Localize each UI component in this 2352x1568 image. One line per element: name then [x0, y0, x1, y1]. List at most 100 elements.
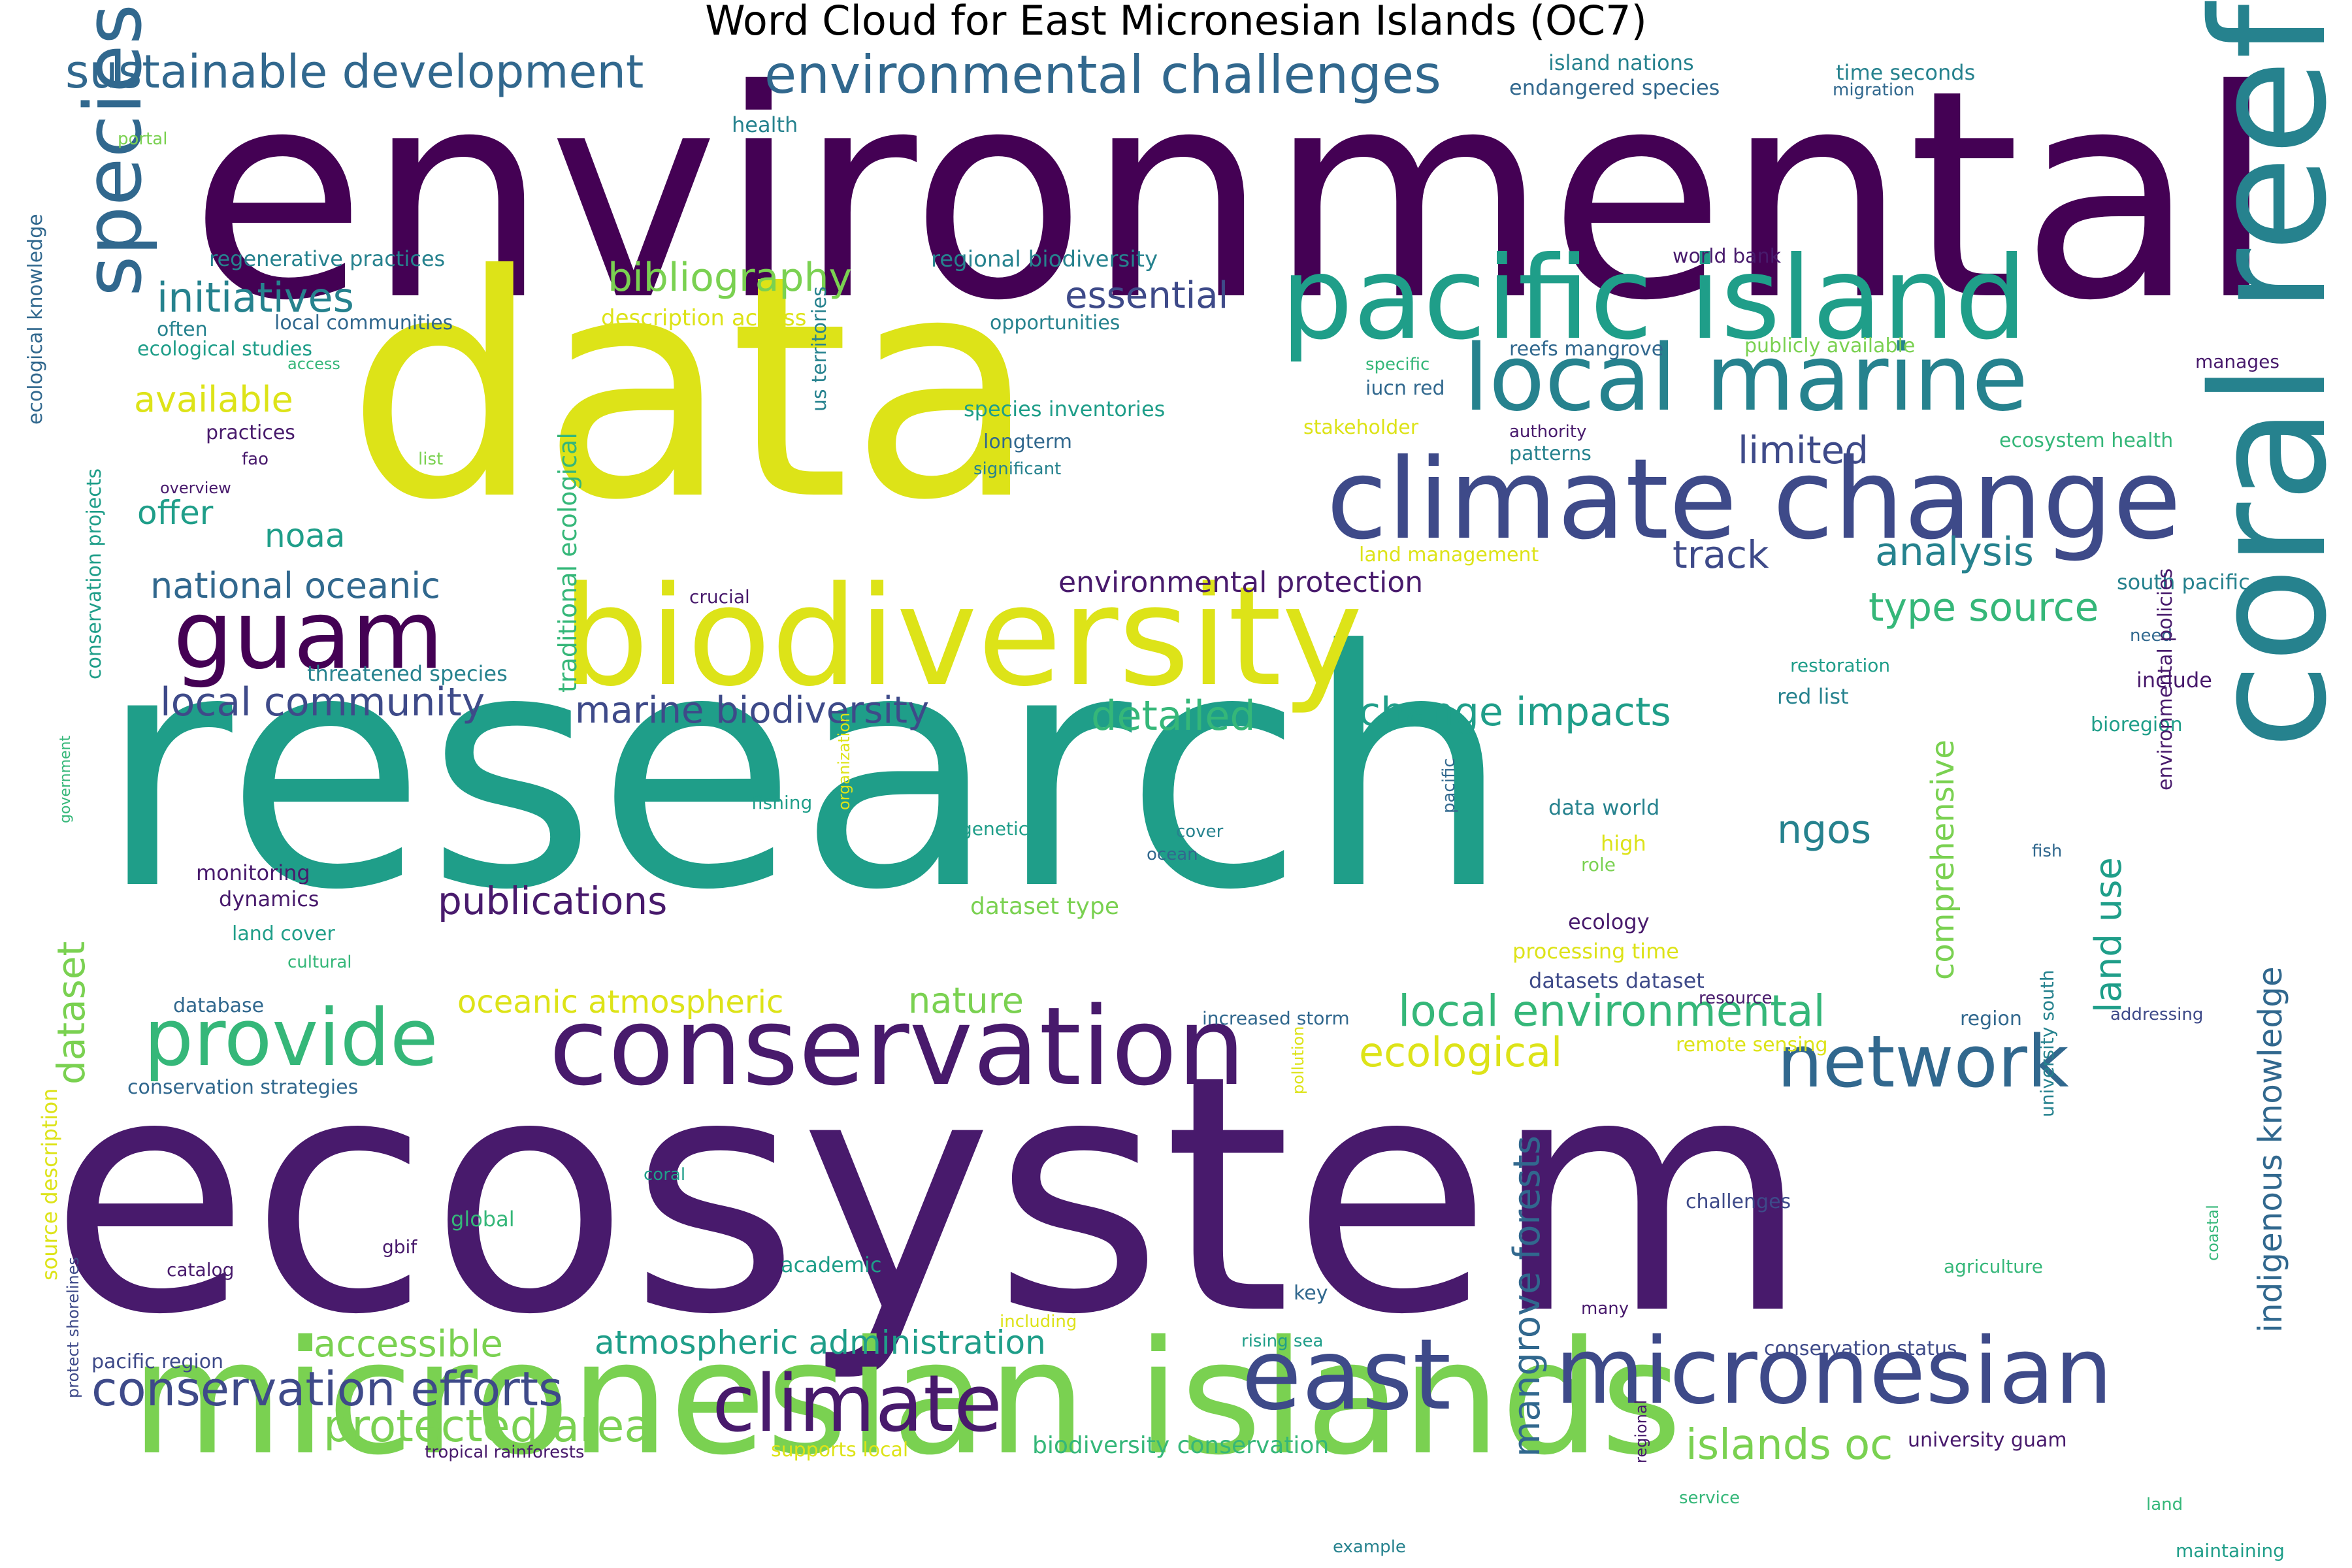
cloud-word: biodiversity — [562, 557, 1363, 717]
cloud-word: include — [2136, 668, 2212, 693]
cloud-word: pacific — [1439, 758, 1459, 813]
cloud-word: environmental challenges — [764, 44, 1441, 105]
cloud-word: database — [173, 994, 265, 1017]
cloud-word: dataset type — [970, 893, 1119, 920]
cloud-word: service — [1679, 1488, 1740, 1508]
cloud-word: agriculture — [1944, 1256, 2043, 1277]
cloud-word: monitoring — [196, 860, 310, 885]
cloud-word: threatened species — [307, 661, 508, 686]
cloud-word: land — [2146, 1495, 2183, 1514]
cloud-word: migration — [1833, 80, 1915, 100]
cloud-word: fao — [242, 449, 269, 469]
cloud-word: source description — [37, 1088, 62, 1281]
cloud-word: detailed — [1091, 692, 1256, 740]
cloud-word: climate — [712, 1359, 1002, 1450]
cloud-word: local environmental — [1398, 986, 1825, 1036]
cloud-word: university guam — [1908, 1429, 2067, 1452]
cloud-word: practices — [206, 421, 295, 444]
cloud-word: opportunities — [990, 312, 1120, 335]
cloud-word: ecology — [1568, 909, 1650, 934]
cloud-word: micronesian — [1555, 1318, 2113, 1425]
cloud-word: stakeholder — [1303, 416, 1419, 439]
cloud-word: specific — [1365, 355, 1430, 374]
cloud-word: tropical rainforests — [425, 1443, 585, 1462]
cloud-word: role — [1581, 854, 1616, 875]
cloud-word: health — [732, 112, 798, 137]
cloud-word: significant — [973, 459, 1062, 479]
cloud-word: portal — [118, 129, 168, 149]
cloud-word: indigenous knowledge — [2251, 966, 2289, 1333]
cloud-word: challenges — [1686, 1190, 1791, 1213]
cloud-word: catalog — [167, 1259, 235, 1281]
cloud-word: genetic — [960, 818, 1029, 840]
cloud-word: protected area — [323, 1401, 652, 1452]
cloud-word: regional biodiversity — [931, 246, 1158, 272]
cloud-word: micronesian islands — [131, 1307, 1682, 1490]
cloud-word: land management — [1359, 544, 1539, 566]
cloud-word: atmospheric administration — [595, 1324, 1046, 1362]
cloud-word: conservation status — [1764, 1337, 1957, 1360]
cloud-word: supports local — [771, 1439, 909, 1462]
cloud-word: sustainable development — [65, 45, 644, 99]
cloud-word: east — [1241, 1318, 1452, 1432]
cloud-word: pacific region — [91, 1350, 224, 1373]
cloud-word: maintaining — [2176, 1540, 2285, 1561]
cloud-word: ocean — [1147, 845, 1198, 864]
cloud-word: nature — [908, 980, 1024, 1021]
cloud-word: description access — [601, 305, 807, 331]
cloud-word: restoration — [1790, 655, 1891, 676]
cloud-word: conservation — [549, 984, 1246, 1109]
cloud-word: rising sea — [1241, 1331, 1324, 1351]
cloud-word: type source — [1869, 585, 2099, 630]
cloud-word: longterm — [983, 431, 1072, 453]
cloud-word: land cover — [232, 923, 335, 945]
cloud-word: cover — [1176, 822, 1224, 841]
cloud-word: bioregion — [2091, 713, 2183, 736]
cloud-word: high — [1601, 831, 1646, 856]
cloud-word: need — [2130, 626, 2172, 645]
cloud-word: regenerative practices — [209, 246, 446, 271]
cloud-word: local community — [160, 679, 485, 725]
cloud-word: accessible — [314, 1323, 503, 1365]
cloud-word: mangrove forests — [1506, 1135, 1548, 1457]
cloud-word: resource — [1699, 988, 1772, 1008]
cloud-word: research — [98, 581, 1512, 961]
cloud-word: environmental — [189, 29, 2277, 363]
cloud-word: access — [287, 355, 340, 373]
cloud-word: including — [1000, 1312, 1077, 1331]
figure-title: Word Cloud for East Micronesian Islands … — [705, 0, 1647, 44]
cloud-word: data — [346, 210, 1038, 567]
cloud-word: noaa — [265, 517, 346, 555]
cloud-word: island nations — [1548, 50, 1694, 75]
cloud-word: ecological — [1359, 1028, 1563, 1076]
cloud-word: example — [1333, 1537, 1406, 1557]
cloud-word: authority — [1509, 422, 1587, 442]
cloud-word: data world — [1548, 795, 1660, 820]
cloud-word: addressing — [2110, 1005, 2204, 1024]
cloud-word: comprehensive — [1925, 740, 1961, 980]
cloud-word: dataset — [49, 941, 93, 1085]
cloud-word: ecological studies — [137, 338, 312, 361]
cloud-word: datasets dataset — [1529, 968, 1705, 993]
cloud-word: red list — [1777, 684, 1849, 709]
cloud-word: crucial — [689, 586, 750, 608]
cloud-word: conservation strategies — [127, 1076, 359, 1099]
cloud-word: essential — [1065, 274, 1229, 317]
cloud-word: offer — [137, 494, 214, 532]
cloud-word: iucn red — [1365, 377, 1445, 400]
cloud-word: reefs mangrove — [1509, 338, 1664, 361]
cloud-word: increased storm — [1202, 1007, 1350, 1029]
cloud-word: patterns — [1509, 442, 1592, 465]
cloud-word: ecological knowledge — [24, 214, 47, 425]
cloud-word: world bank — [1673, 245, 1781, 268]
cloud-word: endangered species — [1509, 75, 1720, 100]
cloud-word: environmental protection — [1058, 566, 1424, 599]
cloud-word: organization — [835, 712, 853, 810]
cloud-word: provide — [144, 993, 438, 1084]
cloud-word: land use — [2087, 857, 2130, 1013]
cloud-word: traditional ecological — [553, 433, 582, 693]
cloud-word: regional — [1632, 1399, 1650, 1463]
cloud-word: local marine — [1463, 325, 2029, 432]
cloud-word: islands oc — [1686, 1421, 1893, 1469]
